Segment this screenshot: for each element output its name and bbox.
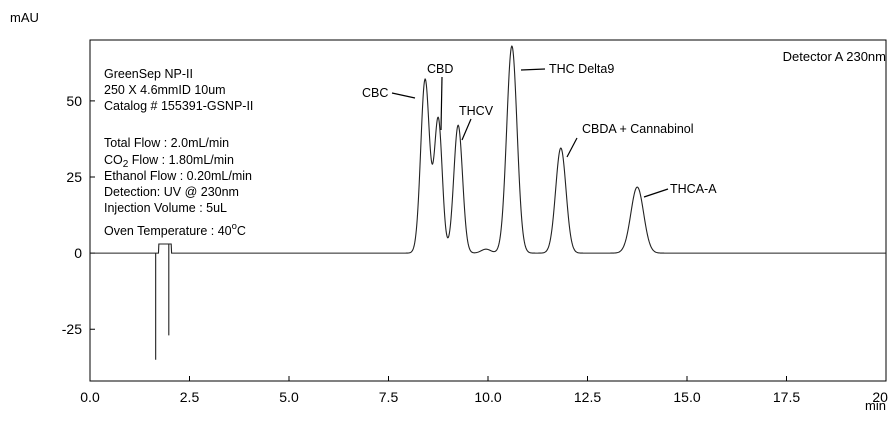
x-tick-label: 0.0	[80, 389, 100, 405]
column-name: GreenSep NP-II	[104, 67, 193, 81]
y-tick-label: 50	[66, 93, 82, 109]
peak-leader-line	[440, 76, 443, 131]
peak-leader-line	[643, 188, 669, 198]
x-tick-label: 10.0	[474, 389, 501, 405]
peak-label: THC Delta9	[549, 62, 614, 76]
column-dimensions: 250 X 4.6mmID 10um	[104, 83, 226, 97]
peak-leader-line	[520, 68, 546, 71]
column-info: GreenSep NP-II 250 X 4.6mmID 10um Catalo…	[104, 67, 253, 113]
chromatogram-trace	[90, 45, 886, 360]
x-tick-label: 2.5	[180, 389, 200, 405]
y-axis-ticks: -25 0 25 50	[62, 93, 95, 337]
total-flow: Total Flow : 2.0mL/min	[104, 136, 229, 150]
x-tick-label: 12.5	[574, 389, 601, 405]
injection-volume: Injection Volume : 5uL	[104, 201, 227, 215]
trace-group	[90, 45, 886, 360]
x-unit-label: min	[865, 398, 886, 413]
peak-label: THCV	[459, 104, 494, 118]
y-tick-label: -25	[62, 321, 82, 337]
peak-label: THCA-A	[670, 182, 717, 196]
y-tick-label: 0	[74, 245, 82, 261]
peak-leader-line	[566, 137, 578, 158]
x-tick-label: 7.5	[379, 389, 399, 405]
x-tick-label: 5.0	[279, 389, 299, 405]
oven-temperature: Oven Temperature : 40oC	[104, 221, 246, 238]
peak-label: CBD	[427, 62, 453, 76]
ethanol-flow: Ethanol Flow : 0.20mL/min	[104, 169, 252, 183]
x-axis-ticks: 0.0 2.5 5.0 7.5 10.0 12.5 15.0 17.5 20.0	[80, 376, 889, 405]
x-tick-label: 15.0	[673, 389, 700, 405]
detector-label: Detector A 230nm	[783, 49, 886, 64]
peak-labels: CBC CBD THCV THC Delta9 CBDA + Cannabinol THC…	[362, 62, 717, 198]
method-info: Total Flow : 2.0mL/min CO2 Flow : 1.80mL…	[104, 136, 252, 238]
detection: Detection: UV @ 230nm	[104, 185, 239, 199]
peak-label: CBC	[362, 86, 388, 100]
peak-leader-line	[461, 118, 472, 141]
y-unit-label: mAU	[10, 10, 39, 25]
y-tick-label: 25	[66, 169, 82, 185]
peak-leader-line	[391, 92, 416, 99]
x-tick-label: 20.0	[872, 389, 889, 405]
catalog-number: Catalog # 155391-GSNP-II	[104, 99, 253, 113]
peak-label: CBDA + Cannabinol	[582, 122, 694, 136]
co2-flow: CO2 Flow : 1.80mL/min	[104, 153, 234, 170]
x-tick-label: 17.5	[773, 389, 800, 405]
